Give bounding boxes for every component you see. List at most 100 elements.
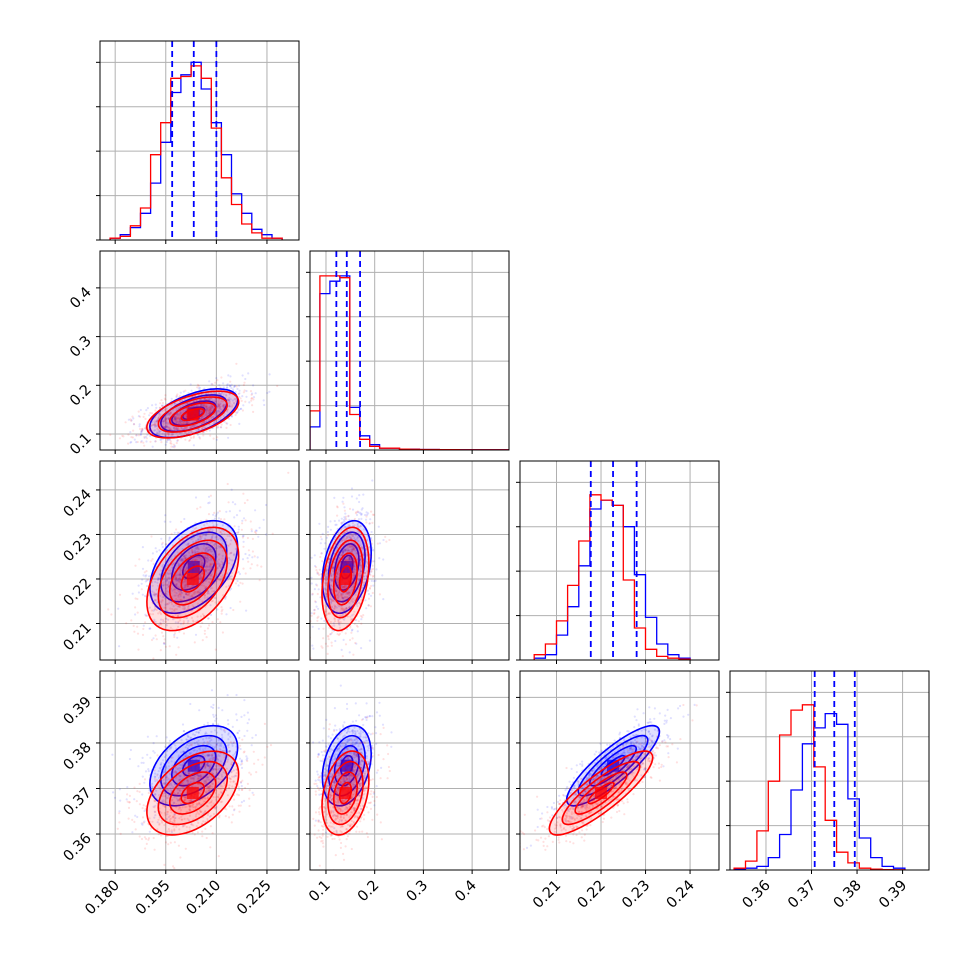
scatter-point	[183, 556, 186, 559]
scatter-point	[201, 550, 204, 553]
scatter-point	[203, 614, 206, 617]
scatter-point	[238, 509, 241, 512]
scatter-point	[227, 723, 230, 726]
scatter-point	[174, 402, 177, 405]
scatter-point	[359, 525, 362, 528]
scatter-point	[208, 565, 211, 568]
scatter-point	[238, 384, 241, 387]
scatter-point	[195, 567, 198, 571]
scatter-point	[212, 401, 215, 404]
scatter-point	[175, 576, 178, 579]
scatter-point	[343, 548, 346, 551]
scatter-point	[216, 511, 219, 514]
scatter-point	[204, 559, 207, 562]
scatter-point	[155, 420, 158, 423]
scatter-point	[183, 599, 186, 603]
scatter-point	[154, 425, 157, 428]
scatter-point	[149, 756, 152, 760]
scatter-point	[207, 549, 210, 552]
scatter-point	[359, 562, 362, 565]
scatter-point	[222, 406, 225, 409]
scatter-point	[214, 547, 217, 550]
scatter-point	[208, 592, 211, 595]
scatter-point	[244, 552, 247, 556]
scatter-point	[188, 439, 192, 442]
scatter-point	[254, 734, 257, 737]
scatter-point	[203, 397, 207, 401]
scatter-point	[356, 630, 359, 633]
scatter-point	[345, 547, 348, 550]
scatter-point	[170, 554, 173, 557]
scatter-point	[173, 417, 176, 420]
scatter-point	[208, 408, 211, 411]
scatter-point	[242, 492, 245, 495]
scatter-point	[178, 419, 181, 422]
scatter-point	[163, 642, 166, 646]
scatter-point	[353, 517, 356, 521]
scatter-point	[175, 612, 179, 615]
scatter-point	[163, 419, 166, 422]
scatter-point	[162, 592, 165, 595]
scatter-point	[210, 382, 213, 386]
scatter-point	[202, 404, 205, 407]
scatter-point	[173, 591, 176, 594]
scatter-point	[158, 414, 161, 417]
scatter-point	[226, 383, 229, 386]
scatter-point	[177, 625, 180, 629]
scatter-point	[241, 409, 244, 412]
scatter-point	[194, 394, 197, 397]
scatter-point	[186, 593, 189, 597]
scatter-point	[240, 407, 243, 410]
scatter-point	[318, 568, 321, 571]
scatter-point	[331, 580, 334, 583]
scatter-point	[153, 594, 157, 597]
scatter-point	[159, 406, 162, 409]
scatter-point	[194, 559, 197, 562]
density-fill-red	[146, 527, 239, 631]
scatter-point	[189, 595, 192, 598]
scatter-point	[215, 536, 218, 539]
scatter-point	[175, 582, 178, 585]
scatter-point	[234, 390, 237, 394]
scatter-point	[219, 578, 222, 581]
scatter-point	[208, 624, 211, 627]
scatter-point	[216, 426, 219, 429]
scatter-point	[171, 445, 175, 448]
scatter-point	[190, 430, 193, 434]
scatter-point	[192, 562, 195, 566]
scatter-point	[167, 433, 170, 436]
scatter-point	[211, 535, 214, 538]
scatter-point	[214, 714, 217, 717]
scatter-point	[227, 408, 230, 411]
scatter-point	[336, 506, 339, 509]
scatter-point	[231, 559, 234, 562]
scatter-point	[186, 542, 190, 546]
scatter-point	[179, 605, 182, 609]
scatter-point	[185, 568, 188, 571]
scatter-point	[179, 559, 182, 563]
scatter-point	[341, 500, 344, 503]
scatter-point	[346, 592, 349, 595]
scatter-point	[185, 426, 188, 429]
scatter-point	[211, 529, 214, 532]
scatter-point	[333, 519, 336, 523]
scatter-point	[200, 405, 203, 408]
scatter-point	[262, 399, 265, 402]
scatter-point	[225, 613, 228, 616]
histograms	[310, 275, 509, 450]
scatter-point	[170, 558, 173, 561]
scatter-point	[208, 548, 211, 551]
scatter-point	[246, 499, 249, 502]
scatter-point	[209, 564, 212, 567]
scatter-point	[157, 576, 160, 580]
scatter-point	[232, 608, 235, 612]
scatter-point	[217, 405, 220, 408]
scatter-point	[204, 537, 207, 540]
scatter-point	[206, 592, 209, 595]
scatter-point	[365, 607, 368, 610]
scatter-point	[182, 554, 185, 558]
scatter-point	[205, 579, 208, 582]
scatter-point	[210, 600, 213, 603]
scatter-point	[205, 568, 208, 571]
scatter-point	[217, 414, 220, 417]
